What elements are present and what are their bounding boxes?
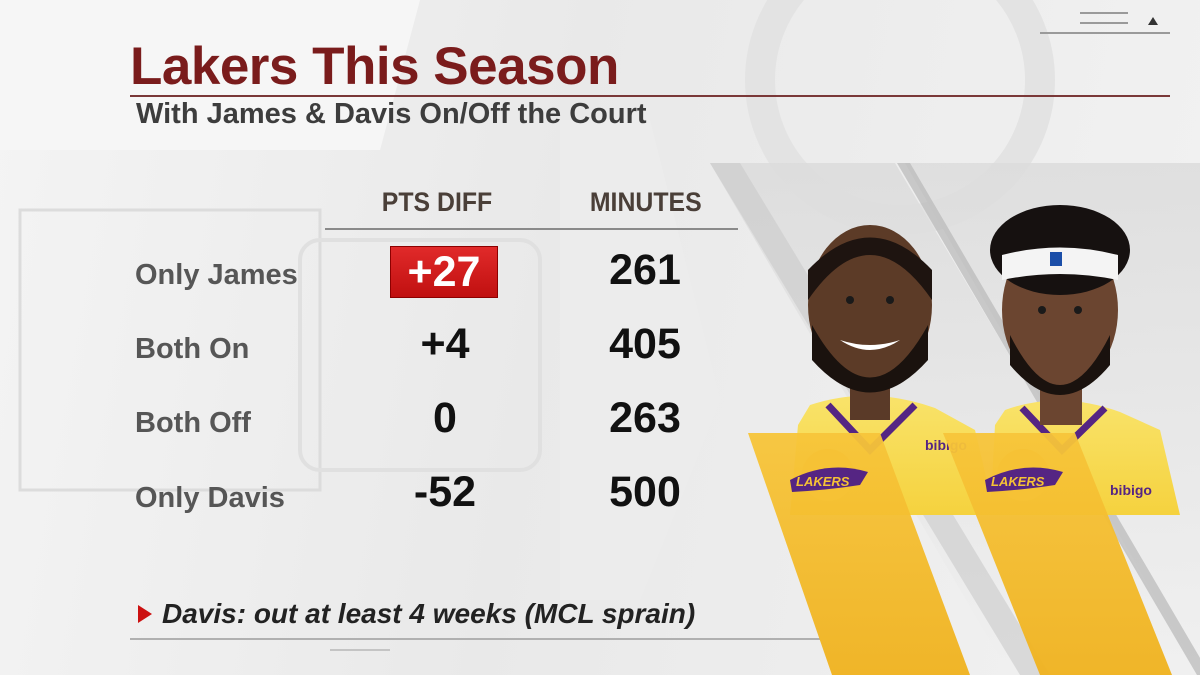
column-header-minutes: MINUTES [589,187,702,217]
minutes-only-davis: 500 [609,468,681,516]
lakers-logo: LAKERS [790,449,868,501]
page-subtitle: With James & Davis On/Off the Court [136,98,647,130]
play-arrow-icon [138,605,152,623]
triangle-icon [1148,17,1158,25]
svg-text:bibigo: bibigo [1110,482,1152,498]
footnote: Davis: out at least 4 weeks (MCL sprain) [162,598,696,629]
row-label-only-davis: Only Davis [135,482,285,514]
minutes-both-on: 405 [609,320,681,368]
footnote-accent-line [330,649,390,651]
pts-diff-both-off: 0 [433,394,457,442]
svg-text:LAKERS: LAKERS [796,474,850,489]
row-label-only-james: Only James [135,259,298,291]
player-photos-panel: bibigo bibigo LAKERS LAKERS [710,163,1200,675]
header-divider [325,228,738,230]
row-label-both-off: Both Off [135,407,251,439]
minutes-only-james: 261 [609,246,681,294]
page-title: Lakers This Season [130,37,619,96]
pts-diff-only-james: +27 [407,248,481,296]
pts-diff-only-davis: -52 [413,468,477,516]
corner-menu-mark [1040,8,1170,38]
highlight-badge: +27 [390,246,498,298]
pts-diff-both-on: +4 [420,320,470,368]
title-divider [130,95,1170,97]
footnote-divider [130,638,820,640]
minutes-both-off: 263 [609,394,681,442]
lakers-logo: LAKERS [985,449,1063,501]
column-header-pts-diff: PTS DIFF [381,187,493,217]
row-label-both-on: Both On [135,333,250,365]
svg-text:LAKERS: LAKERS [991,474,1045,489]
